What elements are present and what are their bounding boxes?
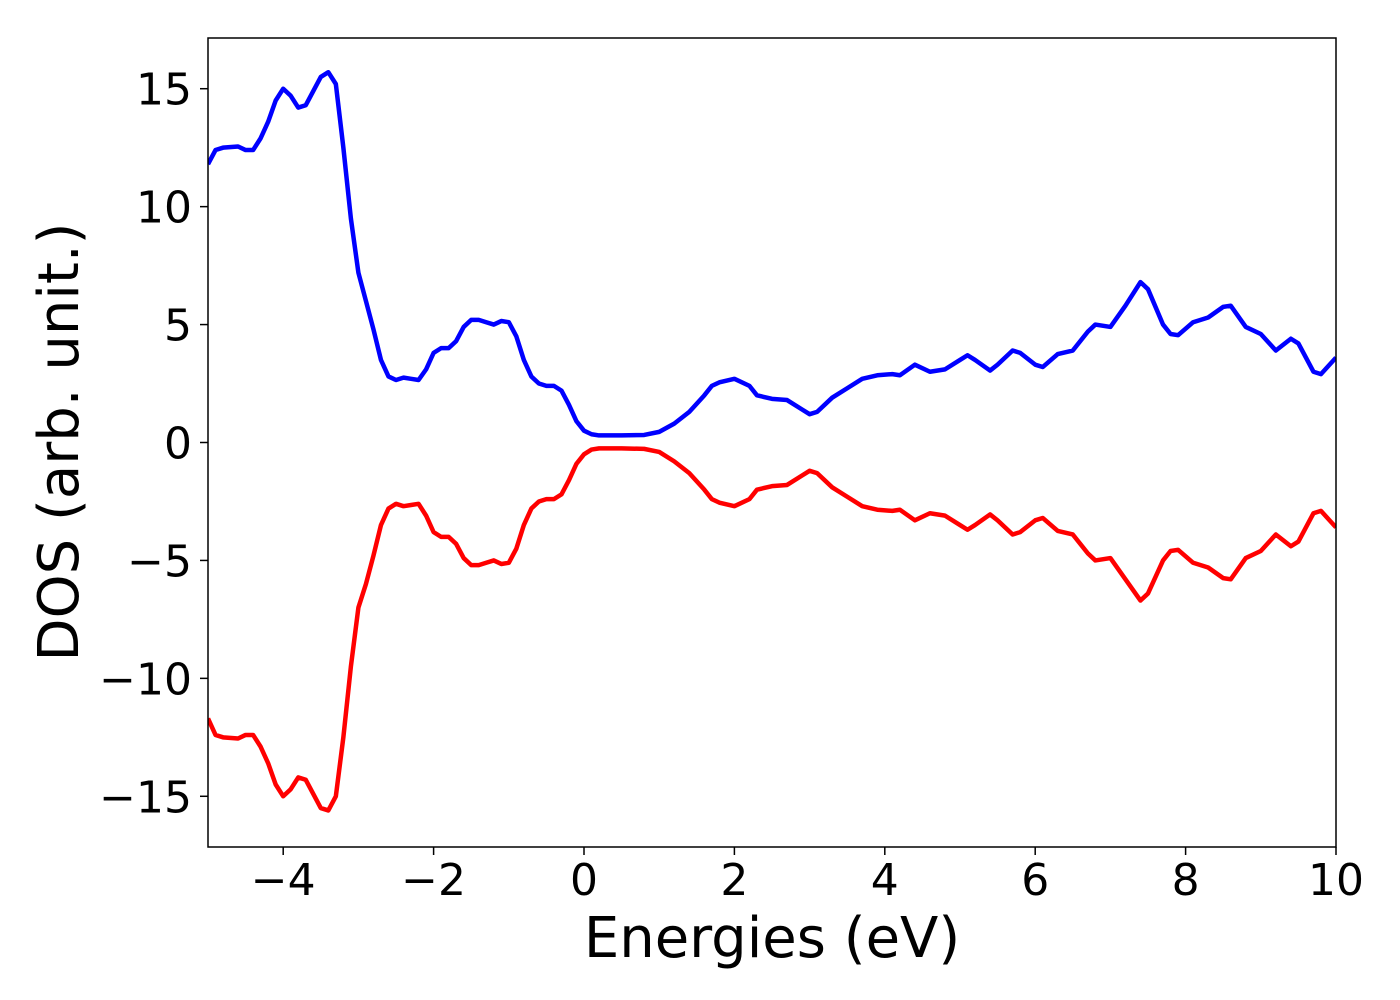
y-tick-label: 10 — [136, 183, 192, 234]
y-tick-label: 5 — [164, 301, 192, 352]
x-tick-label: −2 — [401, 855, 466, 906]
x-tick-label: −4 — [251, 855, 316, 906]
x-tick-label: 6 — [1021, 855, 1049, 906]
y-tick-label: −10 — [99, 654, 192, 705]
y-tick-label: −15 — [99, 772, 192, 823]
plot-frame — [207, 37, 1337, 848]
y-tick-label: 15 — [136, 65, 192, 116]
x-tick-label: 0 — [570, 855, 598, 906]
x-axis-label: Energies (eV) — [584, 906, 960, 971]
x-tick-label: 4 — [871, 855, 899, 906]
y-tick-label: −5 — [127, 536, 192, 587]
line-series — [208, 69, 1336, 438]
y-tick-label: 0 — [164, 419, 192, 470]
x-tick-label: 2 — [720, 855, 748, 906]
y-axis-label: DOS (arb. unit.) — [27, 222, 92, 661]
x-tick-label: 8 — [1172, 855, 1200, 906]
line-series — [208, 446, 1336, 813]
x-tick-label: 10 — [1308, 855, 1364, 906]
